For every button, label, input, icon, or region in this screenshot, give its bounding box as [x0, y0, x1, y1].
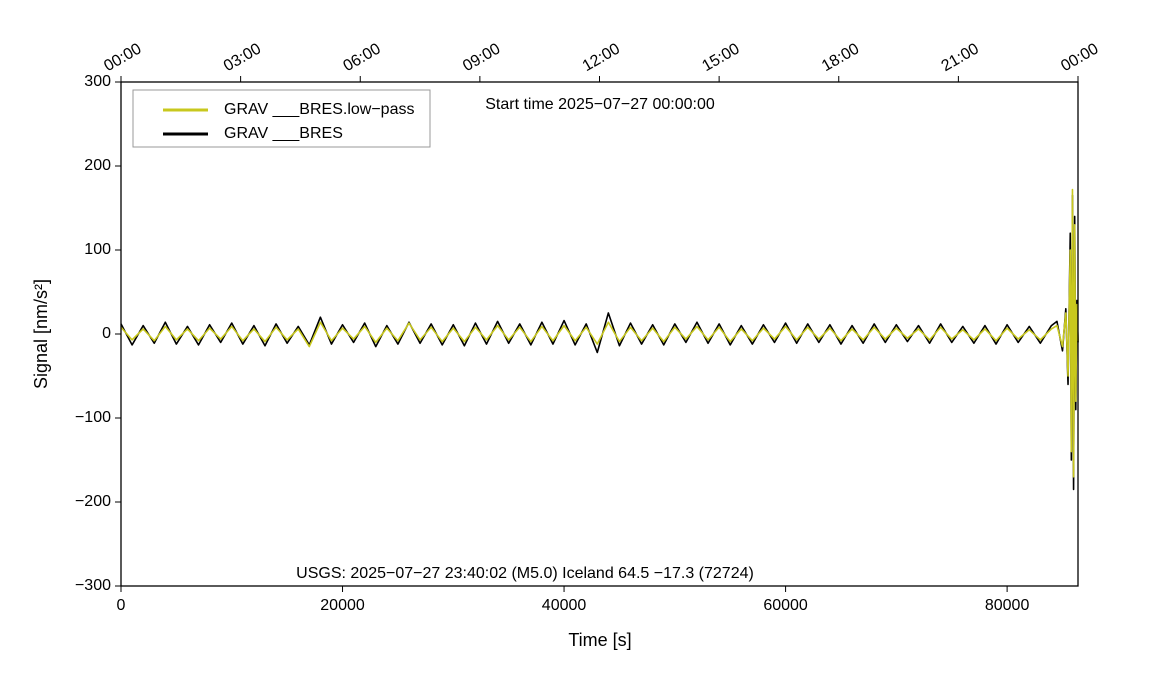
y-tick-label: 200: [84, 157, 111, 174]
y-tick-label: −100: [75, 409, 111, 426]
legend-label: GRAV ___BRES.low−pass: [224, 101, 414, 118]
legend-label: GRAV ___BRES: [224, 125, 343, 142]
y-tick-label: 100: [84, 241, 111, 258]
annotation: USGS: 2025−07−27 23:40:02 (M5.0) Iceland…: [296, 565, 754, 582]
x2-tick-label: 12:00: [580, 40, 623, 75]
y-tick-label: 300: [84, 73, 111, 90]
x-axis-title: Time [s]: [568, 630, 631, 650]
series-line: [120, 188, 1079, 478]
x2-tick-label: 09:00: [460, 40, 503, 75]
x2-tick-label: 03:00: [221, 40, 264, 75]
series-line: [120, 194, 1079, 491]
legend-box: [132, 89, 431, 148]
x2-tick-label: 06:00: [341, 40, 384, 75]
y-tick-label: −300: [75, 577, 111, 594]
x2-tick-label: 18:00: [819, 40, 862, 75]
x2-tick-label: 00:00: [1058, 40, 1101, 75]
x-tick-label: 0: [117, 597, 126, 614]
x-tick-label: 60000: [763, 597, 808, 614]
y-tick-label: 0: [102, 325, 111, 342]
x2-tick-label: 15:00: [699, 40, 742, 75]
x-tick-label: 80000: [985, 597, 1030, 614]
x2-tick-label: 21:00: [939, 40, 982, 75]
x-tick-label: 40000: [542, 597, 587, 614]
annotation: Start time 2025−07−27 00:00:00: [485, 96, 715, 113]
x-tick-label: 20000: [320, 597, 365, 614]
y-tick-label: −200: [75, 493, 111, 510]
y-axis-title: Signal [nm/s²]: [31, 279, 51, 389]
legend: GRAV ___BRES.low−pass GRAV ___BRES: [132, 89, 431, 148]
x2-tick-label: 00:00: [101, 40, 144, 75]
